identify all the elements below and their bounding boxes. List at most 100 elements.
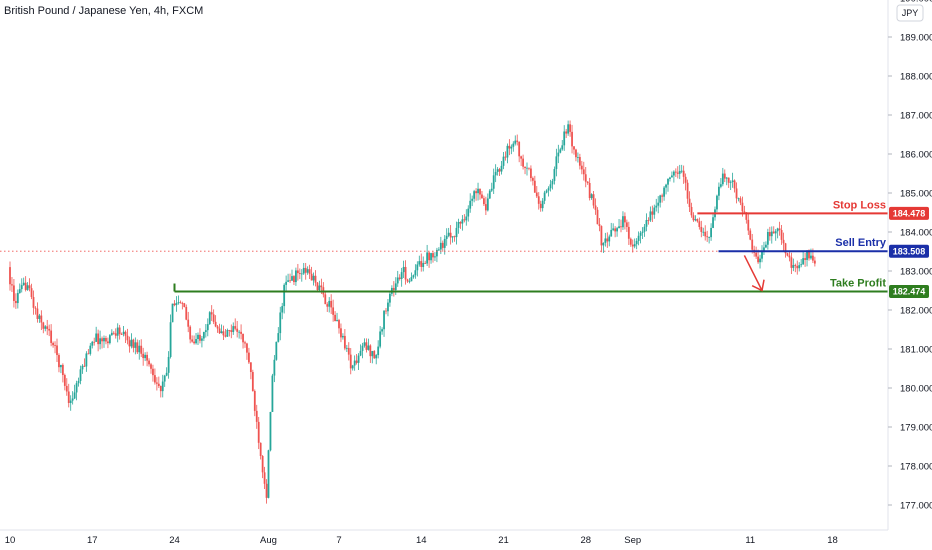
candle-body: [759, 258, 761, 263]
candle-body: [357, 355, 360, 363]
candle-body: [436, 249, 438, 257]
time-tick-label: 18: [827, 535, 838, 546]
candle-body: [659, 195, 662, 203]
candle-body: [142, 353, 145, 359]
candle-body: [261, 455, 264, 473]
candle-body: [400, 272, 403, 279]
price-axis[interactable]: 177.000 178.000 179.000 180.000 181.000 182.0…: [888, 0, 932, 512]
candle-body: [365, 342, 368, 350]
candle-body: [469, 200, 472, 209]
candle-body: [763, 247, 765, 251]
candle-body: [287, 280, 289, 282]
candle-body: [590, 194, 593, 199]
candle-body: [633, 244, 636, 247]
candle-body: [479, 188, 481, 195]
candle-body: [257, 421, 260, 443]
candle-body: [36, 308, 39, 319]
candle-body: [187, 319, 190, 327]
candle-body: [563, 131, 566, 146]
candle-body: [177, 302, 180, 304]
candle-body: [614, 228, 617, 232]
candle-body: [42, 322, 45, 329]
price-badge-label: 184.478: [893, 209, 926, 219]
candle-body: [414, 270, 417, 276]
candle-body: [547, 188, 550, 191]
candle-body: [716, 195, 718, 210]
candle-body: [330, 300, 333, 308]
candle-body: [494, 171, 497, 176]
candle-body: [163, 375, 166, 382]
candle-body: [745, 212, 748, 220]
candle-body: [443, 238, 446, 248]
candle-body: [514, 140, 517, 144]
candle-body: [812, 255, 814, 261]
candle-body: [729, 181, 732, 183]
candle-body: [259, 442, 262, 456]
candle-body: [492, 175, 495, 189]
candle-body: [371, 351, 374, 357]
candle-body: [157, 383, 160, 386]
candle-body: [635, 240, 638, 245]
candle-body: [248, 352, 250, 363]
candle-body: [220, 331, 223, 334]
candle-body: [118, 327, 121, 335]
candle-body: [624, 216, 626, 223]
candle-body: [565, 131, 568, 134]
candle-body: [549, 184, 552, 189]
candle-body: [265, 483, 268, 498]
candle-body: [302, 267, 305, 274]
time-tick-label: 14: [416, 535, 427, 546]
candle-body: [445, 235, 448, 239]
candle-body: [195, 339, 197, 344]
candle-body: [608, 236, 611, 242]
time-axis[interactable]: 10 17 24 Aug 7 14 21 28 Sep 11 18: [5, 535, 838, 546]
candle-body: [743, 211, 746, 213]
candle-body: [651, 211, 654, 215]
candle-body: [310, 273, 313, 281]
candle-body: [379, 331, 382, 347]
candle-body: [629, 238, 632, 245]
candle-body: [97, 333, 100, 345]
candle-body: [708, 237, 711, 238]
candle-body: [533, 180, 536, 193]
candle-body: [11, 284, 13, 286]
candle-body: [602, 242, 605, 246]
candle-body: [273, 359, 276, 376]
candle-body: [577, 157, 579, 158]
levels-layer: Stop Loss Sell Entry Take Profit: [173, 199, 888, 293]
arrow-shaft: [743, 255, 763, 291]
candle-body: [226, 330, 229, 337]
candle-body: [441, 242, 444, 248]
price-badge: [889, 285, 929, 299]
candle-body: [594, 205, 597, 210]
candle-body: [578, 157, 581, 166]
currency-button[interactable]: JPY: [896, 4, 924, 22]
candle-body: [637, 235, 640, 241]
price-tick-label: 181.000: [900, 345, 932, 356]
candle-body: [755, 252, 758, 257]
candle-body: [60, 364, 62, 368]
candle-body: [89, 345, 92, 354]
candle-body: [22, 282, 25, 286]
candle-body: [271, 375, 274, 412]
candle-body: [739, 198, 742, 203]
candle-body: [267, 450, 270, 498]
candle-body: [18, 289, 21, 293]
candle-body: [490, 188, 493, 191]
candle-body: [512, 143, 515, 147]
time-tick-label: 24: [169, 535, 180, 546]
candle-body: [232, 326, 235, 333]
candle-body: [647, 220, 650, 221]
candle-body: [582, 169, 585, 175]
candle-body: [627, 226, 630, 239]
candle-body: [618, 226, 620, 229]
candle-body: [308, 269, 311, 274]
price-tick-label: 187.000: [900, 111, 932, 122]
candle-body: [649, 211, 652, 221]
candle-body: [293, 276, 295, 283]
candle-body: [398, 277, 401, 279]
candle-body: [132, 339, 135, 348]
candle-body: [406, 279, 409, 282]
candle-body: [61, 364, 64, 376]
